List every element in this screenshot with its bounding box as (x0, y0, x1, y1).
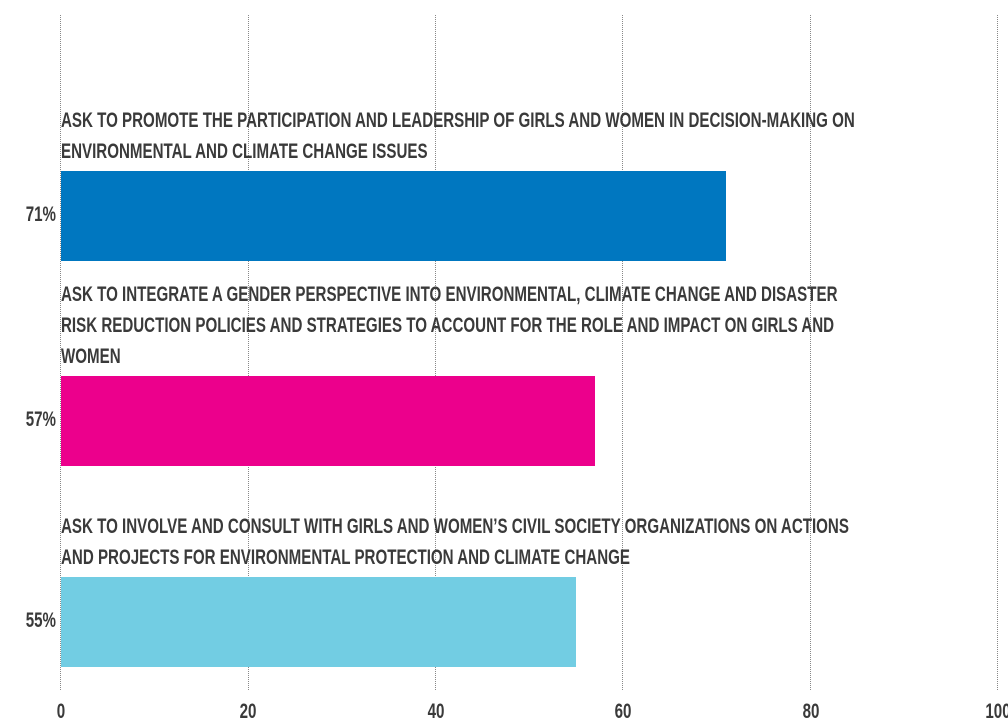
category-label: ASK TO INVOLVE AND CONSULT WITH GIRLS AN… (61, 515, 849, 569)
grid-line (247, 15, 249, 690)
value-label: 71% (25, 203, 56, 226)
grid-line (435, 15, 437, 690)
value-label: 57% (25, 408, 56, 431)
bar (61, 376, 596, 466)
x-tick-label: 60 (614, 700, 632, 720)
bar (61, 577, 577, 667)
value-label: 55% (25, 609, 56, 632)
x-tick-label: 0 (56, 700, 66, 720)
category-label: ASK TO PROMOTE THE PARTICIPATION AND LEA… (61, 109, 855, 163)
grid-line (60, 15, 62, 690)
grid-line (997, 15, 999, 690)
grid-line (622, 15, 624, 690)
x-tick-label: 20 (239, 700, 257, 720)
category-label: ASK TO INTEGRATE A GENDER PERSPECTIVE IN… (61, 283, 838, 368)
x-tick-label: 100 (985, 700, 1008, 720)
grid-line (809, 15, 811, 690)
bar (61, 171, 727, 261)
x-tick-label: 80 (802, 700, 819, 720)
x-tick-label: 40 (427, 700, 445, 720)
